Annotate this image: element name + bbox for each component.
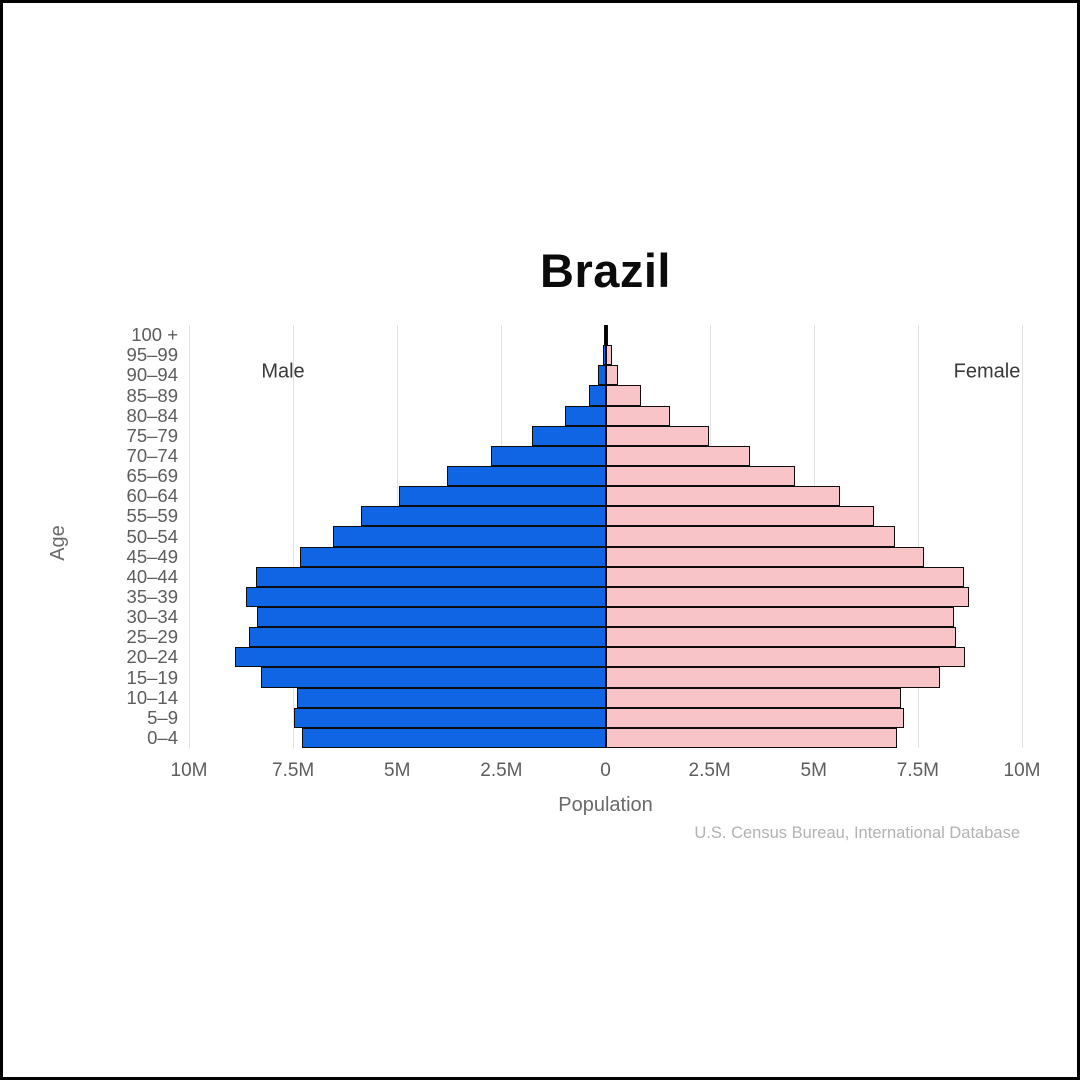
pyramid-row — [189, 687, 1022, 708]
bar-male[interactable] — [248, 627, 606, 648]
bar-male[interactable] — [301, 727, 606, 748]
pyramid-row — [189, 506, 1022, 527]
pyramid-row — [189, 425, 1022, 446]
bar-male[interactable] — [532, 425, 606, 446]
pyramid-row — [189, 486, 1022, 507]
age-tick-label: 5–9 — [147, 706, 178, 728]
bar-female[interactable] — [605, 566, 965, 587]
bar-male[interactable] — [294, 707, 606, 728]
bar-male[interactable] — [399, 486, 606, 507]
bar-male[interactable] — [588, 385, 606, 406]
gridline — [189, 325, 190, 748]
bar-male[interactable] — [332, 526, 606, 547]
female-series-label: Female — [953, 360, 1021, 383]
bar-female[interactable] — [605, 546, 924, 567]
male-series-label: Male — [261, 360, 305, 383]
x-tick-label: 7.5M — [896, 760, 939, 781]
bar-male[interactable] — [447, 466, 606, 487]
age-tick-label: 75–79 — [126, 424, 178, 446]
age-tick-label: 40–44 — [126, 565, 178, 587]
x-tick-label: 2.5M — [480, 760, 523, 781]
bar-female[interactable] — [605, 707, 905, 728]
bar-male[interactable] — [565, 405, 606, 426]
age-tick-label: 45–49 — [126, 545, 178, 567]
age-tick-label: 0–4 — [147, 726, 178, 748]
bar-male[interactable] — [257, 607, 606, 628]
x-tick-label: 7.5M — [272, 760, 315, 781]
bar-male[interactable] — [246, 586, 606, 607]
bar-male[interactable] — [299, 546, 606, 567]
age-tick-label: 85–89 — [126, 384, 178, 406]
pyramid-row — [189, 445, 1022, 466]
age-tick-label: 15–19 — [126, 666, 178, 688]
pyramid-row — [189, 586, 1022, 607]
x-tick-label: 10M — [1003, 760, 1041, 781]
age-tick-label: 55–59 — [126, 505, 178, 527]
age-axis: 100 +95–99 90–94 85–89 80–84 75–79 70–74 65–69… — [63, 324, 178, 748]
bar-female[interactable] — [605, 586, 969, 607]
age-tick-label: 100 + — [131, 324, 178, 346]
bar-male[interactable] — [235, 647, 606, 668]
pyramid-row — [189, 466, 1022, 487]
x-tick-label: 5M — [384, 760, 411, 781]
pyramid-row — [189, 727, 1022, 748]
center-axis-line — [604, 325, 607, 748]
bar-female[interactable] — [605, 365, 618, 386]
bar-female[interactable] — [605, 385, 642, 406]
bar-male[interactable] — [360, 506, 606, 527]
x-tick-label: 2.5M — [688, 760, 731, 781]
bar-female[interactable] — [605, 445, 751, 466]
gridline — [293, 325, 295, 748]
bar-female[interactable] — [605, 486, 840, 507]
age-tick-label: 10–14 — [126, 686, 178, 708]
age-tick-label: 50–54 — [126, 525, 178, 547]
age-tick-label: 65–69 — [126, 465, 178, 487]
age-tick-label: 30–34 — [126, 606, 178, 628]
bar-male[interactable] — [491, 445, 606, 466]
bar-female[interactable] — [605, 607, 955, 628]
age-tick-label: 25–29 — [126, 626, 178, 648]
bar-female[interactable] — [605, 647, 966, 668]
age-tick-label: 70–74 — [126, 444, 178, 466]
age-tick-label: 90–94 — [126, 364, 178, 386]
bar-female[interactable] — [605, 727, 898, 748]
bar-female[interactable] — [605, 687, 901, 708]
age-tick-label: 20–24 — [126, 646, 178, 668]
bar-female[interactable] — [605, 506, 874, 527]
x-tick-label: 10M — [170, 760, 208, 781]
bar-female[interactable] — [605, 466, 796, 487]
x-axis-label: Population — [558, 794, 653, 816]
age-tick-label: 80–84 — [126, 404, 178, 426]
bar-male[interactable] — [261, 667, 606, 688]
bar-female[interactable] — [605, 667, 940, 688]
bar-male[interactable] — [296, 687, 606, 708]
pyramid-row — [189, 566, 1022, 587]
age-tick-label: 35–39 — [126, 585, 178, 607]
x-axis: 10M 7.5M 5M 2.5M 0 2.5M 5M 7.5M 10M — [171, 760, 1041, 784]
gridline — [917, 325, 919, 748]
source-attribution: U.S. Census Bureau, International Databa… — [694, 824, 1020, 842]
gridline — [1022, 325, 1023, 748]
bar-female[interactable] — [605, 526, 896, 547]
bar-female[interactable] — [605, 405, 671, 426]
pyramid-plot-area: Male Female — [189, 325, 1023, 748]
x-tick-label: 5M — [800, 760, 827, 781]
bar-female[interactable] — [605, 627, 956, 648]
pyramid-row — [189, 647, 1022, 668]
bar-male[interactable] — [255, 566, 606, 587]
bar-female[interactable] — [605, 425, 709, 446]
pyramid-row — [189, 607, 1022, 628]
age-tick-label: 60–64 — [126, 485, 178, 507]
pyramid-row — [189, 546, 1022, 567]
pyramid-row — [189, 526, 1022, 547]
pyramid-row — [189, 667, 1022, 688]
pyramid-row — [189, 707, 1022, 728]
age-tick-label: 95–99 — [126, 344, 178, 366]
page-title: Brazil — [540, 244, 671, 297]
pyramid-row — [189, 627, 1022, 648]
pyramid-row — [189, 385, 1022, 406]
x-tick-label: 0 — [600, 760, 611, 781]
